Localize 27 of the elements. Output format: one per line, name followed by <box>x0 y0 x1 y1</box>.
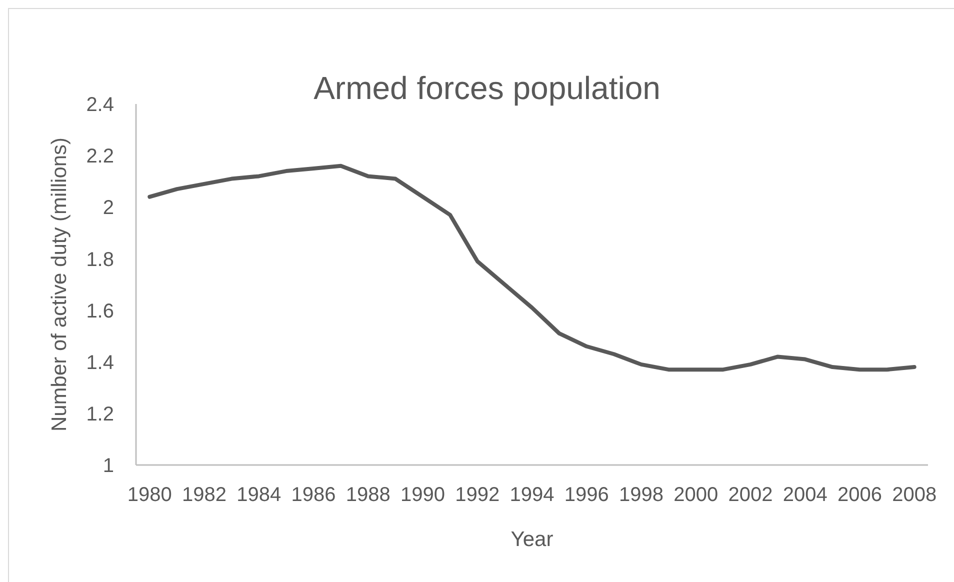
y-tick-label: 2.4 <box>86 94 114 116</box>
y-tick-label: 1.4 <box>86 352 114 374</box>
y-tick-label: 1 <box>102 455 114 478</box>
x-tick-label: 2008 <box>892 484 937 506</box>
x-tick-label: 2006 <box>837 484 882 506</box>
x-tick-label: 1984 <box>236 484 282 506</box>
x-tick-label: 1990 <box>400 484 446 506</box>
x-tick-label: 1982 <box>182 484 227 506</box>
y-tick-label: 2.2 <box>86 146 114 168</box>
y-tick-label: 2 <box>102 197 114 220</box>
x-tick-label: 1994 <box>510 484 554 506</box>
x-tick-label: 1998 <box>618 484 664 506</box>
x-tick-label: 1986 <box>291 484 336 506</box>
y-axis-title: Number of active duty (millions) <box>48 137 71 432</box>
x-tick-label: 1988 <box>346 484 390 506</box>
x-tick-label: 1996 <box>564 484 609 506</box>
chart-title: Armed forces population <box>314 70 660 106</box>
y-tick-label: 1.6 <box>86 300 114 322</box>
y-tick-label: 1.8 <box>86 248 114 271</box>
x-tick-label: 2002 <box>728 484 773 506</box>
x-tick-label: 1980 <box>127 484 172 506</box>
x-axis-title: Year <box>510 528 554 551</box>
line-series <box>148 164 916 372</box>
x-tick-label: 2004 <box>782 484 828 506</box>
y-tick-label: 1.2 <box>86 404 114 426</box>
x-tick-label: 2000 <box>674 484 718 506</box>
x-tick-label: 1992 <box>455 484 500 506</box>
